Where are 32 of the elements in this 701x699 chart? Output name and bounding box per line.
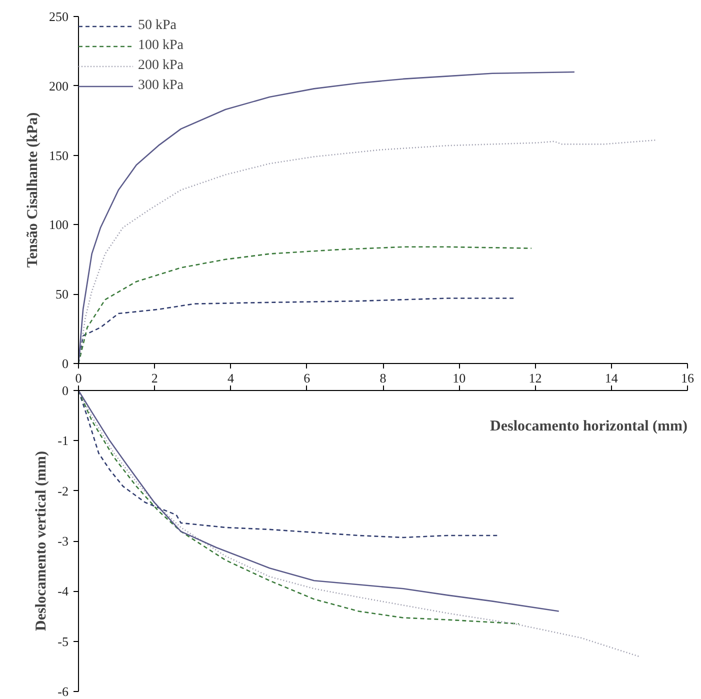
line-series (78, 246, 532, 364)
y-axis-title: Tensão Cisalhante (kPa) (25, 112, 41, 268)
x-tick-label: 6 (304, 370, 311, 386)
x-tick-label: 0 (75, 370, 82, 386)
x-tick-label: 16 (681, 370, 694, 386)
legend-label: 200 kPa (138, 58, 184, 74)
y-tick-label: -1 (58, 433, 69, 448)
legend-label: 50 kPa (138, 18, 176, 34)
line-series (78, 71, 576, 364)
y-tick-label: -3 (58, 534, 69, 548)
y-tick-label: 100 (49, 217, 68, 232)
x-tick-label: 8 (380, 370, 386, 386)
y-tick-label: -2 (58, 483, 69, 498)
y-tick-label: 0 (62, 383, 68, 398)
y-tick-label: -4 (58, 584, 69, 599)
y-tick-label: 250 (49, 9, 68, 24)
line-series (78, 139, 658, 364)
y-tick-label: 50 (56, 286, 68, 302)
x-tick-label: 2 (151, 370, 158, 386)
x-axis-title: Deslocamento horizontal (mm) (490, 418, 688, 434)
y-tick-label: -5 (58, 634, 69, 649)
x-tick-label: 14 (604, 370, 618, 386)
x-tick-label: 10 (452, 370, 466, 386)
y-tick-label: 150 (49, 148, 68, 163)
y-tick-label: -6 (58, 684, 69, 699)
legend-label: 100 kPa (138, 38, 184, 54)
x-tick-label: 12 (528, 370, 542, 386)
legend-label: 300 kPa (138, 78, 184, 94)
x-tick-label: 4 (228, 370, 234, 386)
y-axis-title: Deslocamento vertical (mm) (34, 451, 50, 631)
y-tick-label: 200 (49, 78, 68, 94)
y-tick-label: 0 (62, 356, 68, 371)
